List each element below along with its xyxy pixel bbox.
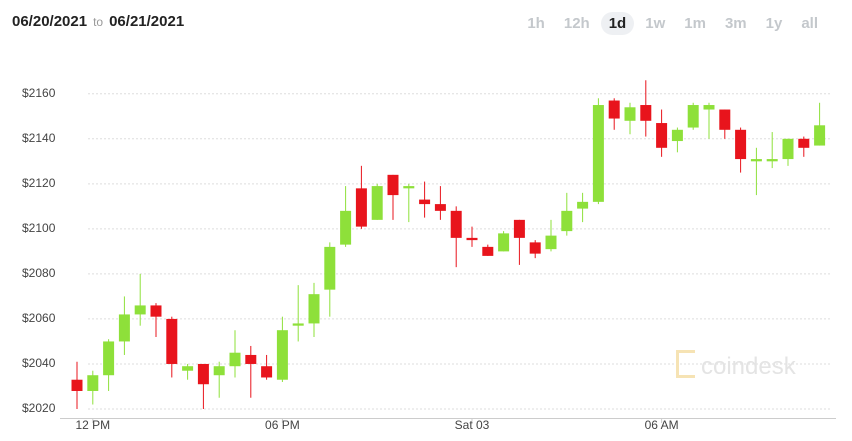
candle-body [482, 246, 494, 256]
range-button[interactable]: 1d [600, 12, 635, 35]
candle-body [656, 123, 668, 148]
candle-body [735, 129, 747, 160]
x-tick-label: 06 PM [265, 418, 300, 432]
candle-body [782, 138, 794, 160]
range-button[interactable]: 1h [527, 15, 545, 32]
watermark-text: coindesk [701, 353, 796, 380]
y-tick-label: $2140 [22, 131, 56, 145]
date-to: 06/21/2021 [109, 13, 185, 30]
candle-body [766, 159, 778, 162]
candle-body [529, 242, 541, 254]
candle-body [719, 109, 731, 130]
range-button[interactable]: 1w [645, 15, 666, 32]
range-button[interactable]: 1y [765, 15, 783, 32]
candle-body [324, 246, 336, 290]
candle-body [118, 314, 130, 342]
range-button[interactable]: all [801, 15, 818, 32]
y-tick-label: $2040 [22, 356, 56, 370]
candle-body [403, 186, 415, 189]
candle-body [87, 375, 99, 391]
candle-body [577, 201, 589, 209]
watermark-logo [676, 350, 695, 378]
candle-body [434, 204, 446, 211]
candle-body [261, 366, 273, 378]
candle-body [450, 210, 462, 238]
candle-body [71, 379, 83, 391]
candle-body [182, 366, 194, 371]
y-tick-label: $2100 [22, 221, 56, 235]
y-tick-label: $2120 [22, 176, 56, 190]
candle-body [419, 199, 431, 205]
y-tick-label: $2020 [22, 401, 56, 415]
candle-body [150, 305, 162, 317]
y-tick-label: $2080 [22, 266, 56, 280]
candle-body [513, 219, 525, 238]
candle-body [308, 294, 320, 324]
candle-body [624, 107, 636, 121]
candle-body [814, 125, 826, 146]
candle-body [640, 105, 652, 121]
date-sep: to [93, 15, 104, 29]
range-button[interactable]: 12h [563, 15, 590, 32]
candle-body [292, 323, 304, 326]
watermark: coindesk [676, 350, 796, 381]
candle-body [466, 237, 478, 241]
x-tick-label: 12 PM [75, 418, 110, 432]
candle-body [387, 174, 399, 196]
candle-body [340, 210, 352, 245]
candle-body [592, 105, 604, 202]
date-range: 06/20/2021 to 06/21/2021 [12, 13, 184, 30]
candle-body [213, 366, 225, 376]
x-tick-label: 06 AM [645, 418, 679, 432]
y-tick-label: $2060 [22, 311, 56, 325]
date-from: 06/20/2021 [12, 13, 88, 30]
candle-body [703, 105, 715, 110]
candle-body [798, 138, 810, 148]
candle-body [687, 105, 699, 128]
candle-body [229, 352, 241, 367]
candle-body [371, 186, 383, 220]
candle-body [561, 210, 573, 232]
candle-body [276, 330, 288, 380]
candle-body [166, 318, 178, 364]
candle-body [498, 233, 510, 252]
candle-body [103, 341, 115, 376]
range-button[interactable]: 3m [724, 15, 747, 32]
candle-body [355, 188, 367, 227]
range-selector: 1h 12h 1d 1w 1m 3m 1y all [516, 12, 826, 35]
range-button[interactable]: 1m [684, 15, 706, 32]
candle-body [671, 129, 683, 142]
y-tick-label: $2160 [22, 86, 56, 100]
candle-body [608, 100, 620, 119]
x-tick-label: Sat 03 [455, 418, 490, 432]
candle-body [750, 159, 762, 162]
candle-body [134, 305, 146, 315]
candle-body [245, 354, 257, 364]
candle-body [545, 235, 557, 250]
candle-body [197, 363, 209, 385]
